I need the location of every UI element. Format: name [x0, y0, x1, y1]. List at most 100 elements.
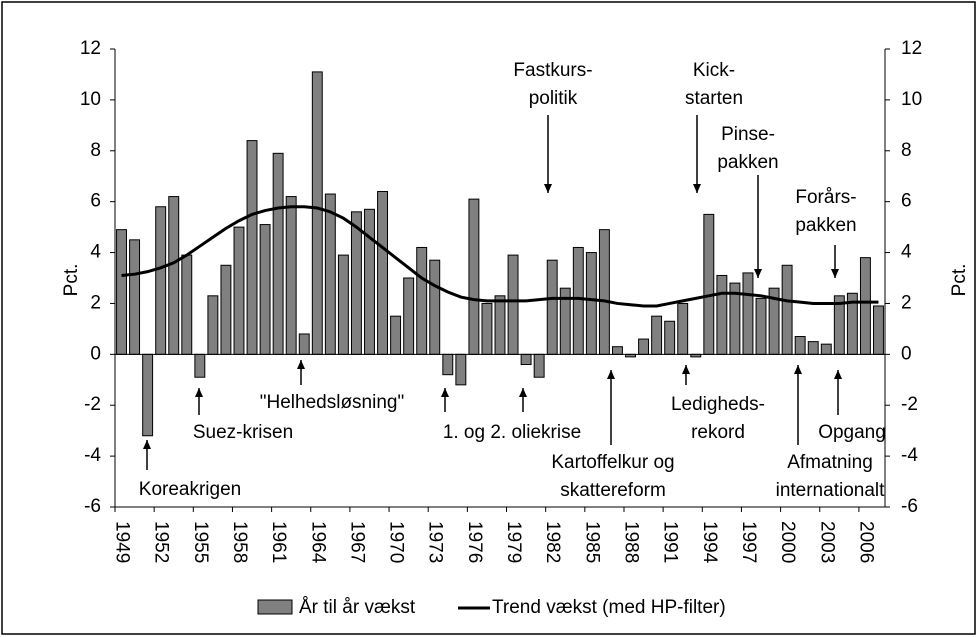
arrow-head [794, 365, 802, 374]
annotation: Forårs- [795, 187, 856, 208]
bar [716, 274, 728, 355]
bar [520, 353, 532, 366]
annotation: Kartoffelkur og [551, 452, 674, 473]
bar [703, 213, 715, 355]
y2-tick-label: 10 [901, 89, 922, 110]
bar [611, 346, 623, 355]
annotation: pakken [795, 215, 856, 236]
arrow-head [297, 360, 305, 369]
bar [142, 353, 154, 437]
annotation: pakken [717, 152, 778, 173]
bar [468, 198, 480, 355]
x-tick-label: 1994 [699, 521, 720, 564]
x-tick-label: 1976 [464, 521, 485, 563]
annotation: internationalt [776, 480, 886, 501]
bar [181, 254, 193, 355]
y2-axis-label: Pct. [949, 264, 970, 297]
y2-tick-label: 12 [901, 38, 922, 59]
annotation: politik [529, 88, 578, 109]
y2-tick-label: 6 [901, 191, 912, 212]
x-tick-label: 1952 [151, 521, 172, 563]
arrow-head [441, 388, 449, 397]
arrow-head [143, 440, 151, 449]
bar [324, 193, 336, 355]
bar [755, 297, 767, 355]
y2-tick-label: 0 [901, 343, 912, 364]
bar [859, 257, 871, 355]
annotation: Fastkurs- [513, 60, 592, 81]
arrow-head [607, 370, 615, 379]
bar [546, 259, 558, 355]
arrow-head [519, 388, 527, 397]
trend-line [121, 205, 879, 308]
annotation: rekord [691, 422, 745, 443]
bar [129, 239, 141, 355]
bar [572, 246, 584, 355]
y2-tick-label: -6 [901, 496, 918, 517]
x-tick-label: 1973 [425, 521, 446, 563]
x-tick-label: 1958 [229, 521, 250, 563]
bar [807, 341, 819, 355]
legend-label: År til år vækst [299, 597, 416, 618]
annotation: Afmatning [787, 452, 873, 473]
x-tick-label: 1949 [112, 521, 133, 563]
bar [155, 206, 167, 355]
bar [664, 320, 676, 355]
legend-label: Trend vækst (med HP-filter) [492, 597, 726, 618]
annotation: Suez-krisen [193, 422, 293, 443]
annotation: Kick- [693, 60, 735, 81]
x-tick-label: 1988 [620, 521, 641, 563]
y2-tick-label: 8 [901, 140, 912, 161]
bar [651, 315, 663, 355]
bar [742, 272, 754, 355]
bar [220, 264, 232, 355]
arrow-head [693, 184, 701, 193]
bar [442, 353, 454, 376]
x-tick-label: 1961 [268, 521, 289, 563]
x-tick-label: 1970 [386, 521, 407, 563]
bar [298, 333, 310, 355]
bar [794, 336, 806, 355]
bar [272, 152, 284, 355]
y-tick-label: 2 [90, 292, 101, 313]
bar [233, 226, 245, 355]
legend-swatch [257, 599, 293, 615]
bar [207, 295, 219, 355]
annotation: Koreakrigen [139, 479, 241, 500]
annotation: skattereform [560, 480, 666, 501]
bar [494, 295, 506, 355]
bar [677, 302, 689, 355]
annotation: "Helhedsløsning" [260, 392, 404, 413]
arrow-head [195, 388, 203, 397]
arrow-head [754, 269, 762, 278]
bar [350, 211, 362, 355]
bar [481, 302, 493, 355]
bar [337, 254, 349, 355]
y-tick-label: 10 [80, 89, 101, 110]
y-tick-label: 8 [90, 140, 101, 161]
y-tick-label: 12 [80, 38, 101, 59]
bar [598, 229, 610, 355]
y-tick-label: 6 [90, 191, 101, 212]
annotation: 1. og 2. oliekrise [443, 422, 581, 443]
bar [585, 252, 597, 355]
bar [507, 254, 519, 355]
bar [364, 208, 375, 355]
annotation: starten [685, 88, 743, 109]
annotation: Ledigheds- [671, 394, 765, 415]
bar [285, 196, 297, 355]
y2-tick-label: -2 [901, 394, 918, 415]
y-tick-label: -6 [84, 496, 101, 517]
y-tick-label: -2 [84, 394, 101, 415]
x-tick-label: 1985 [581, 521, 602, 563]
bar [168, 196, 180, 355]
bar [455, 353, 467, 386]
annotation: Pinse- [721, 124, 775, 145]
x-tick-label: 1955 [190, 521, 211, 563]
bar [246, 140, 258, 355]
bar [390, 315, 402, 355]
bar [116, 229, 127, 355]
x-tick-label: 1991 [660, 521, 681, 563]
x-tick-label: 1964 [307, 521, 328, 564]
